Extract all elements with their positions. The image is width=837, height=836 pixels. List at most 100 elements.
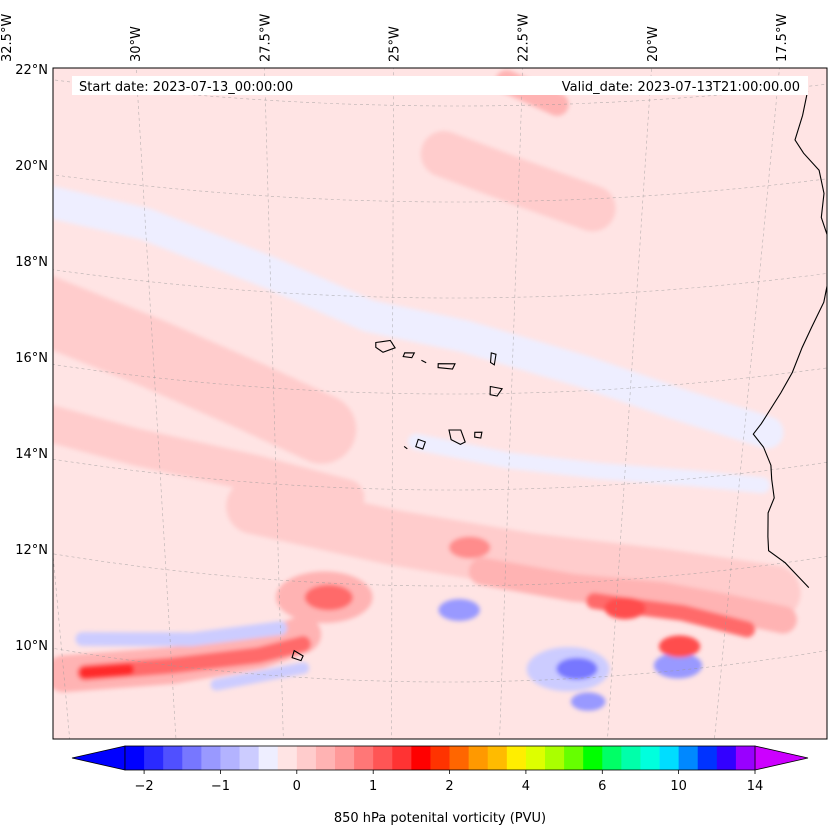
island-outline-7	[474, 431, 483, 439]
vorticity-cell-21	[658, 635, 701, 658]
colorbar-swatch-6	[239, 746, 260, 770]
parallel-0	[53, 79, 827, 107]
lon-tick-label-4: 22.5°W	[517, 14, 532, 62]
vorticity-band-7	[468, 557, 797, 634]
island-outline-3	[437, 363, 456, 370]
colorbar-swatch-9	[296, 746, 317, 770]
colorbar-swatch-24	[583, 746, 603, 770]
colorbar-swatch-31	[716, 746, 737, 770]
vorticity-band-1	[407, 433, 770, 494]
colorbar-swatch-12	[354, 746, 374, 770]
colorbar-swatch-23	[564, 746, 584, 770]
meridian-1	[135, 68, 177, 739]
colorbar-swatch-15	[411, 746, 431, 770]
colorbar-swatch-29	[678, 746, 699, 770]
colorbar-swatch-10	[315, 746, 336, 770]
lat-tick-label-0: 22°N	[15, 63, 48, 78]
colorbar-swatch-13	[373, 746, 393, 770]
meridian-0	[53, 551, 70, 739]
vorticity-cell-17	[556, 657, 598, 680]
meridian-4	[499, 68, 523, 739]
lat-tick-label-6: 10°N	[15, 639, 48, 654]
vorticity-cell-23	[449, 536, 491, 559]
vorticity-band-0	[53, 186, 784, 449]
meridian-6	[714, 68, 780, 739]
colorbar-tick-label-1: −1	[211, 779, 230, 794]
lon-tick-label-5: 20°W	[646, 26, 661, 62]
valid-date-label: Valid_date: 2023-07-13T21:00:00.00	[562, 80, 800, 95]
colorbar: −2 −1 0 1 2 4 6 10 14	[71, 745, 809, 794]
island-outline-5	[489, 385, 504, 397]
colorbar-swatch-19	[487, 746, 508, 770]
colorbar-swatch-3	[182, 746, 202, 770]
colorbar-tick-label-6: 6	[598, 779, 606, 794]
island-outline-10	[291, 649, 304, 662]
colorbar-under-arrow	[71, 745, 126, 771]
colorbar-tick-label-4: 2	[445, 779, 453, 794]
vorticity-cell-20	[570, 692, 606, 711]
header-bar: Start date: 2023-07-13_00:00:00 Valid_da…	[72, 76, 808, 95]
colorbar-swatch-26	[621, 746, 641, 770]
lon-tick-label-0: 32.5°W	[0, 14, 15, 62]
colorbar-swatch-25	[602, 746, 622, 770]
lat-tick-label-1: 20°N	[15, 159, 48, 174]
start-date-label: Start date: 2023-07-13_00:00:00	[79, 80, 293, 95]
colorbar-swatch-32	[735, 746, 756, 770]
island-outline-4	[489, 352, 497, 366]
vorticity-cell-22	[604, 597, 646, 620]
vorticity-band-6	[226, 478, 801, 621]
vorticity-band-3	[53, 405, 365, 516]
colorbar-swatch-28	[659, 746, 680, 770]
vorticity-cell-19	[438, 599, 480, 621]
colorbar-swatch-1	[144, 746, 164, 770]
colorbar-swatch-5	[220, 746, 240, 770]
island-outline-2	[421, 359, 427, 364]
parallel-6	[53, 648, 827, 683]
vorticity-band-11	[79, 663, 135, 679]
colorbar-tick-label-3: 1	[369, 779, 377, 794]
lat-tick-label-2: 18°N	[15, 255, 48, 270]
colorbar-tick-label-5: 4	[522, 779, 530, 794]
colorbar-swatch-2	[163, 746, 183, 770]
lon-tick-label-2: 27.5°W	[258, 14, 273, 62]
vorticity-cell-15	[304, 584, 353, 611]
lon-tick-label-6: 17.5°W	[775, 14, 790, 62]
vorticity-band-12	[75, 621, 288, 647]
meridian-3	[391, 68, 394, 739]
lat-tick-label-5: 12°N	[15, 543, 48, 558]
island-outline-8	[415, 438, 427, 450]
island-outline-9	[403, 445, 408, 450]
colorbar-swatch-8	[277, 746, 298, 770]
vorticity-band-13	[210, 662, 310, 691]
lon-tick-label-3: 25°W	[388, 26, 403, 62]
map-frame	[52, 67, 828, 740]
colorbar-swatch-20	[506, 746, 527, 770]
africa-coastline	[752, 90, 827, 588]
colorbar-tick-label-2: 0	[293, 779, 301, 794]
colorbar-swatch-0	[125, 746, 145, 770]
colorbar-swatch-21	[525, 746, 546, 770]
colorbar-swatch-30	[697, 746, 718, 770]
island-outline-6	[448, 429, 466, 446]
colorbar-swatch-14	[392, 746, 412, 770]
colorbar-tick-label-7: 10	[670, 779, 687, 794]
lat-tick-label-3: 16°N	[15, 351, 48, 366]
longitude-labels: 32.5°W 30°W 27.5°W 25°W 22.5°W 20°W 17.5°W	[0, 14, 790, 62]
vorticity-band-2	[53, 276, 357, 464]
colorbar-swatch-22	[545, 746, 565, 770]
colorbar-swatch-11	[335, 746, 355, 770]
colorbar-swatch-4	[201, 746, 221, 770]
latitude-labels: 22°N 20°N 18°N 16°N 14°N 12°N 10°N	[15, 63, 48, 654]
lon-tick-label-1: 30°W	[129, 26, 144, 62]
coastlines	[291, 90, 827, 662]
colorbar-over-arrow	[754, 745, 809, 771]
colorbar-swatch-7	[258, 746, 279, 770]
lat-tick-label-4: 14°N	[15, 447, 48, 462]
meridian-5	[607, 68, 652, 739]
parallel-2	[53, 269, 827, 299]
colorbar-frame	[124, 745, 756, 771]
island-outline-1	[402, 352, 416, 359]
parallel-5	[53, 553, 827, 587]
